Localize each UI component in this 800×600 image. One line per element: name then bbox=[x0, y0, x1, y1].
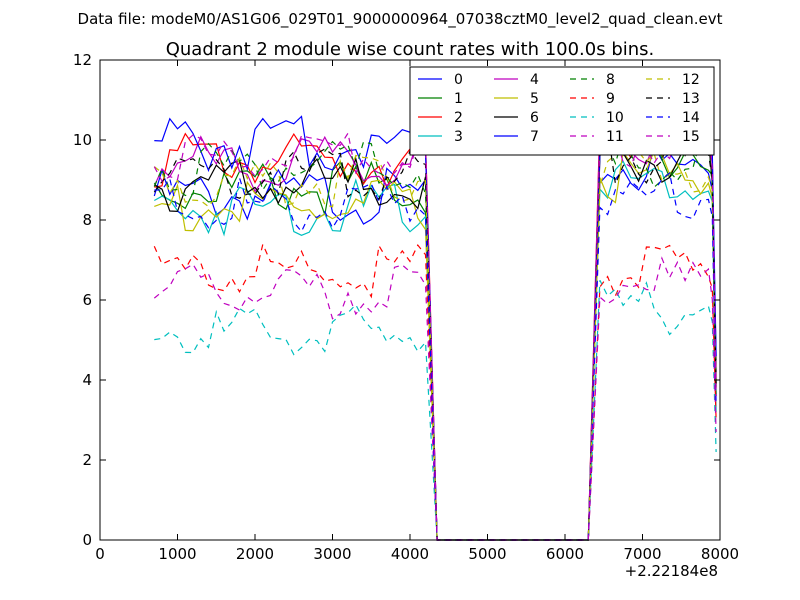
x-tick-label: 2000 bbox=[236, 545, 274, 563]
series-line-11 bbox=[153, 256, 717, 541]
x-tick-label: 8000 bbox=[701, 545, 739, 563]
y-tick-label: 10 bbox=[73, 131, 92, 149]
y-tick-label: 12 bbox=[73, 51, 92, 69]
x-tick-label: 5000 bbox=[468, 545, 506, 563]
legend-label-7: 7 bbox=[530, 129, 539, 145]
y-tick-label: 8 bbox=[82, 211, 92, 229]
legend-box bbox=[409, 66, 715, 156]
y-tick-label: 0 bbox=[82, 531, 92, 549]
legend-label-8: 8 bbox=[606, 72, 615, 88]
series-line-14 bbox=[154, 172, 717, 541]
series-line-10 bbox=[154, 280, 717, 541]
x-tick-label: 0 bbox=[95, 545, 105, 563]
legend-label-0: 0 bbox=[454, 72, 463, 88]
legend-label-5: 5 bbox=[530, 91, 539, 107]
x-tick-label: 4000 bbox=[391, 545, 429, 563]
legend-label-1: 1 bbox=[454, 91, 463, 107]
series-line-12 bbox=[153, 143, 717, 541]
y-tick-label: 2 bbox=[82, 451, 92, 469]
legend-label-10: 10 bbox=[606, 110, 624, 126]
series-line-6 bbox=[153, 133, 717, 541]
chart-title: Quadrant 2 module wise count rates with … bbox=[166, 39, 655, 60]
plot-lines bbox=[153, 103, 717, 541]
x-axis: 0 1000 2000 3000 4000 5000 6000 7000 8000 bbox=[95, 60, 739, 563]
y-tick-label: 6 bbox=[82, 291, 92, 309]
legend-label-12: 12 bbox=[682, 72, 700, 88]
legend-label-2: 2 bbox=[454, 110, 463, 126]
series-line-3 bbox=[154, 160, 717, 541]
y-tick-label: 4 bbox=[82, 371, 92, 389]
legend-label-3: 3 bbox=[454, 129, 463, 145]
x-tick-label: 3000 bbox=[313, 545, 351, 563]
chart-suptitle: Data file: modeM0/AS1G06_029T01_90000009… bbox=[78, 10, 723, 29]
legend-label-4: 4 bbox=[530, 72, 539, 88]
legend-label-14: 14 bbox=[682, 110, 700, 126]
legend-label-15: 15 bbox=[682, 129, 700, 145]
legend-label-6: 6 bbox=[530, 110, 539, 126]
x-offset-label: +2.22184e8 bbox=[625, 562, 718, 580]
legend-label-9: 9 bbox=[606, 91, 615, 107]
x-tick-label: 6000 bbox=[546, 545, 584, 563]
x-tick-label: 7000 bbox=[623, 545, 661, 563]
x-tick-label: 1000 bbox=[158, 545, 196, 563]
series-line-13 bbox=[153, 126, 717, 541]
legend-label-13: 13 bbox=[682, 91, 700, 107]
series-line-15 bbox=[153, 121, 717, 541]
legend-label-11: 11 bbox=[606, 129, 624, 145]
